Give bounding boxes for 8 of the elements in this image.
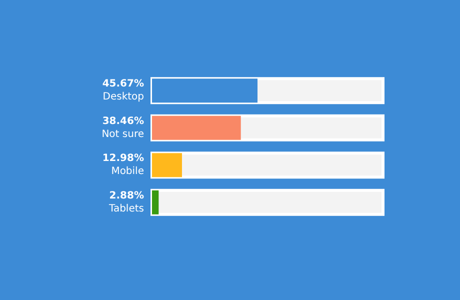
y-tick-label: Tablets (108, 203, 144, 214)
data-label: 12.98% (102, 153, 144, 164)
data-label: 2.88% (109, 190, 144, 202)
y-tick-label: Desktop (102, 92, 144, 103)
data-label: 45.67% (102, 78, 144, 90)
y-tick-label: Not sure (102, 128, 144, 140)
data-label: 38.46% (102, 116, 144, 127)
y-tick-label: Mobile (111, 166, 144, 178)
